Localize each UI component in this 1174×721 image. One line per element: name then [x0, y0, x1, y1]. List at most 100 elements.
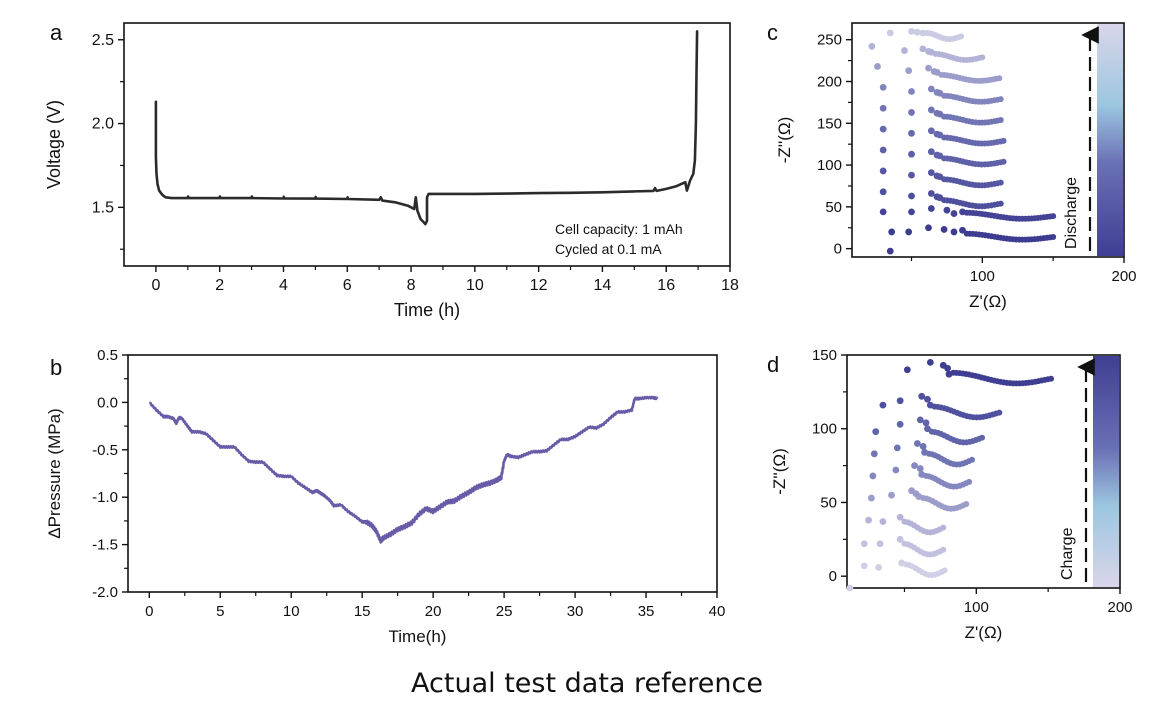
data-point [879, 401, 887, 409]
series-d3 [865, 513, 947, 536]
y-tick-label: 100 [812, 421, 837, 438]
x-tick-label: 10 [283, 603, 300, 620]
x-axis-label: Z'(Ω) [965, 623, 1003, 642]
series-c6 [879, 125, 1007, 147]
figure-caption: Actual test data reference [411, 668, 763, 699]
series-d9 [903, 358, 1055, 387]
series-d7 [872, 416, 986, 446]
y-tick-label: 1.5 [92, 199, 114, 216]
y-tick-label: 0.0 [97, 394, 118, 411]
series-c7 [879, 104, 1004, 126]
data-point [950, 228, 958, 236]
x-tick-label: 18 [721, 277, 739, 294]
data-point [879, 104, 887, 112]
data-point [908, 171, 915, 179]
data-point [908, 27, 915, 35]
data-point [876, 540, 884, 548]
data-point [997, 96, 1004, 103]
series-c8 [879, 83, 1004, 105]
x-tick-label: 200 [1107, 599, 1132, 616]
data-point [879, 167, 887, 175]
data-point [908, 208, 915, 216]
data-point [940, 546, 947, 553]
x-tick-label: 10 [466, 277, 484, 294]
series-d8 [879, 392, 1003, 421]
y-axis-label: Voltage (V) [44, 100, 64, 189]
x-tick-label: 16 [657, 277, 675, 294]
data-point [893, 444, 901, 452]
series-c1 [886, 224, 1057, 255]
panel-c-eis-discharge-chart: 100 200 0 50 100 150 200 250 Z'(Ω) -Z''(Ω) Dischar… [775, 22, 1137, 311]
y-tick-label: -1.5 [92, 537, 118, 554]
series-c11 [886, 27, 965, 43]
panel-label-d: d [767, 352, 779, 377]
x-tick-label: 40 [709, 603, 726, 620]
series-d5 [869, 462, 973, 490]
data-point [879, 83, 887, 91]
x-tick-label: 12 [530, 277, 548, 294]
data-point [869, 472, 877, 480]
data-point [908, 192, 915, 200]
data-point [997, 117, 1004, 124]
series-line-pressure [149, 395, 659, 544]
data-point [908, 129, 915, 137]
data-point [901, 47, 908, 54]
data-point [879, 146, 887, 154]
series-d4 [868, 487, 970, 512]
colorbar [1097, 24, 1123, 256]
panel-label-b: b [50, 355, 62, 380]
annotation-text: Cycled at 0.1 mA [555, 241, 662, 257]
data-point [879, 125, 887, 133]
data-point [879, 188, 887, 196]
x-tick-label: 14 [594, 277, 612, 294]
data-point [908, 88, 915, 95]
data-point [940, 524, 947, 531]
series-d1 [846, 559, 948, 592]
plot-frame [127, 354, 718, 593]
data-point [997, 179, 1004, 186]
x-tick-label: 200 [1111, 268, 1136, 285]
x-tick-label: 20 [425, 603, 442, 620]
colorbar-label: Charge [1059, 527, 1076, 580]
data-point [969, 456, 976, 463]
series-line-voltage [154, 30, 699, 226]
x-tick-label: 8 [407, 277, 416, 294]
data-point [879, 208, 887, 216]
series-c4 [879, 167, 1004, 189]
y-tick-label: 200 [817, 74, 842, 91]
data-point [944, 364, 951, 372]
panel-d-eis-charge-chart: 100 200 0 50 100 150 Z'(Ω) -Z''(Ω) Charge [770, 347, 1133, 642]
data-point [927, 106, 935, 114]
data-point [888, 491, 895, 499]
data-point [966, 478, 973, 485]
data-point [879, 518, 887, 526]
panel-label-a: a [50, 20, 63, 45]
y-tick-label: 0 [829, 568, 837, 585]
data-point [958, 33, 965, 40]
data-point [997, 200, 1004, 207]
x-axis-label: Time(h) [389, 627, 447, 646]
plot-frame [846, 354, 1121, 589]
data-point [896, 420, 904, 428]
plot-frame [123, 22, 731, 267]
data-point [860, 562, 868, 570]
y-tick-label: -1.0 [92, 489, 118, 506]
data-point [908, 109, 915, 116]
y-tick-label: 250 [817, 32, 842, 49]
data-point [926, 358, 934, 366]
series-c10 [868, 43, 986, 63]
data-point [927, 169, 935, 176]
y-tick-label: 2.0 [92, 116, 114, 133]
x-tick-label: 35 [638, 603, 655, 620]
x-tick-label: 30 [567, 603, 584, 620]
y-tick-label: -2.0 [92, 584, 118, 601]
data-point [905, 67, 913, 75]
x-tick-label: 100 [964, 599, 989, 616]
data-point [996, 409, 1003, 416]
panel-b-pressure-chart: 0 5 10 15 20 25 30 35 40 0.5 0.0 -0.5 -1.0 -1.5 -2.0 Ti… [45, 347, 725, 646]
x-tick-label: 2 [215, 277, 224, 294]
data-point [913, 28, 921, 36]
data-point [922, 419, 930, 427]
y-tick-label: 100 [817, 157, 842, 174]
